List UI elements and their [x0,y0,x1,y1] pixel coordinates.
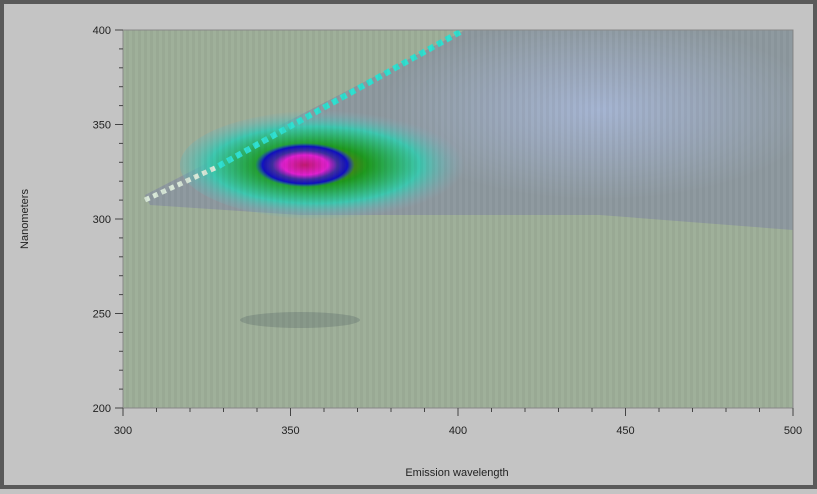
heatmap-texture [123,30,793,408]
y-tick-label: 300 [93,214,111,226]
x-tick-label: 450 [616,425,634,437]
x-axis-label: Emission wavelength [405,467,508,479]
x-tick-label: 500 [784,425,802,437]
x-tick-label: 350 [281,425,299,437]
y-axis-label: Nanometers [19,189,31,249]
x-tick-label: 400 [449,425,467,437]
y-tick-label: 350 [93,120,111,132]
x-tick-label: 300 [114,425,132,437]
y-tick-label: 250 [93,309,111,321]
y-tick-label: 200 [93,403,111,415]
y-tick-label: 400 [93,25,111,37]
